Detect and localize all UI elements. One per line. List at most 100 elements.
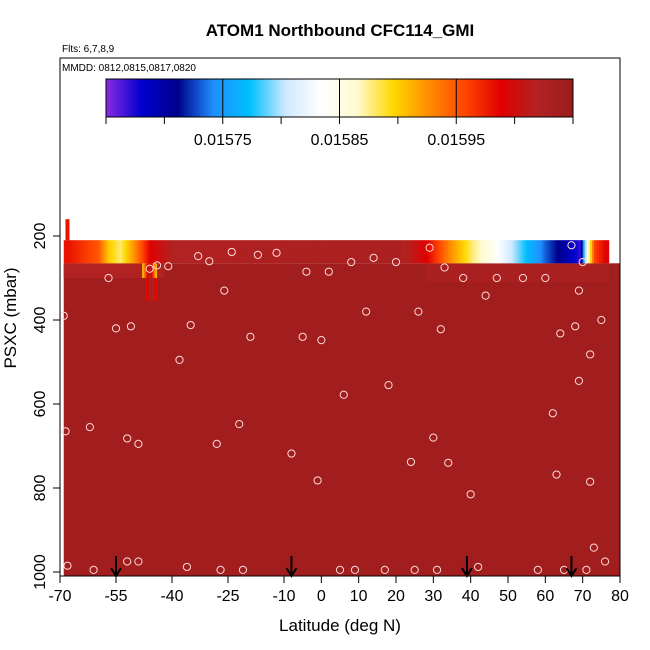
heatmap-cell (593, 240, 597, 264)
heatmap-cell (446, 240, 449, 264)
heatmap-cell (65, 219, 70, 241)
heatmap-cell (494, 240, 498, 264)
heatmap-cell (328, 240, 332, 264)
heatmap-cell (336, 240, 339, 264)
heatmap-cell (129, 240, 132, 264)
heatmap-cell (149, 240, 152, 264)
sample-point (134, 439, 143, 448)
heatmap-cell (287, 240, 290, 264)
heatmap-cell (500, 240, 503, 264)
heatmap-cell (185, 240, 188, 264)
x-tick-label: 60 (536, 588, 554, 605)
sample-point (391, 257, 401, 267)
heatmap-cell (401, 240, 404, 264)
heatmap-cell (228, 240, 231, 264)
heatmap-cell (88, 240, 91, 264)
heatmap-cell (73, 240, 76, 264)
sample-point (324, 267, 333, 276)
heatmap-cell (267, 240, 270, 264)
heatmap-cell (119, 240, 122, 264)
heatmap-cell (487, 240, 490, 264)
sample-point (440, 263, 449, 272)
heatmap-cell (463, 240, 466, 264)
heatmap-cell (590, 240, 593, 264)
heatmap-cell (239, 240, 242, 264)
heatmap-cell (110, 240, 113, 264)
heatmap-cell (207, 240, 210, 264)
heatmap-cell (341, 240, 345, 264)
heatmap-cell (136, 240, 139, 264)
heatmap-cell (532, 240, 535, 264)
sample-point (85, 423, 94, 432)
sample-point (380, 565, 389, 575)
sample-point (164, 262, 173, 271)
heatmap-cell (155, 240, 158, 264)
heatmap-cell (485, 240, 488, 264)
sample-point (313, 476, 322, 485)
heatmap-cell (606, 240, 610, 264)
heatmap-cell (138, 240, 141, 264)
sample-point (104, 273, 113, 283)
heatmap-cell (362, 240, 365, 264)
heatmap-cell (345, 240, 348, 264)
heatmap-cell (315, 240, 318, 264)
x-tick-label: 20 (387, 588, 405, 605)
x-tick-label: -40 (160, 588, 183, 605)
heatmap-cell (71, 240, 74, 264)
heatmap-cell (158, 240, 162, 264)
heatmap-cell (308, 240, 311, 264)
heatmap-cell (353, 240, 356, 264)
heatmap-cell (213, 240, 216, 264)
heatmap-cell (323, 240, 326, 264)
heatmap-cell (397, 240, 401, 264)
heatmap-cell (448, 240, 451, 264)
heatmap-cell (150, 278, 153, 302)
heatmap-cell (382, 240, 386, 264)
flights-note: Flts: 6,7,8,9 (62, 44, 115, 55)
sample-point (339, 390, 348, 399)
heatmap-cell (354, 240, 358, 264)
heatmap-cell (539, 240, 542, 264)
heatmap-cell (565, 240, 569, 264)
heatmap-cell (104, 240, 108, 264)
heatmap-cell (384, 240, 388, 264)
heatmap-cell (453, 240, 457, 264)
heatmap-cell (252, 240, 255, 264)
heatmap-cell (269, 240, 272, 264)
heatmap-cell (298, 240, 302, 264)
x-tick-label: 80 (611, 588, 629, 605)
heatmap-cell (366, 240, 369, 264)
heatmap-cell (127, 240, 130, 264)
y-tick-label: 400 (32, 307, 49, 334)
heatmap-cell (552, 240, 556, 264)
heatmap-cell (89, 240, 93, 264)
heatmap-cell (147, 240, 150, 264)
sample-point (436, 325, 445, 334)
heatmap-cell (511, 240, 514, 264)
heatmap-cell (233, 240, 236, 264)
sample-point (227, 247, 236, 257)
heatmap-cell (99, 240, 102, 264)
heatmap-cell (145, 240, 149, 264)
sample-point (589, 543, 598, 552)
heatmap-cell (224, 240, 227, 264)
heatmap-cell (201, 240, 205, 264)
sample-point (567, 241, 576, 250)
heatmap-cell (573, 240, 576, 264)
heatmap-cell (80, 240, 83, 264)
heatmap-cell (554, 240, 557, 264)
sample-point (582, 565, 591, 575)
heatmap-cell (438, 240, 442, 264)
heatmap-cell (373, 240, 376, 264)
sample-point (205, 257, 214, 266)
heatmap-cell (241, 240, 244, 264)
heatmap-cell (605, 240, 608, 264)
heatmap-cell (476, 240, 479, 264)
heatmap-cell (508, 240, 511, 264)
dates-note: MMDD: 0812,0815,0817,0820 (62, 63, 196, 74)
heatmap-cell (93, 240, 96, 264)
heatmap-cell (229, 240, 233, 264)
heatmap-cell (442, 240, 445, 264)
heatmap-cell (513, 240, 516, 264)
